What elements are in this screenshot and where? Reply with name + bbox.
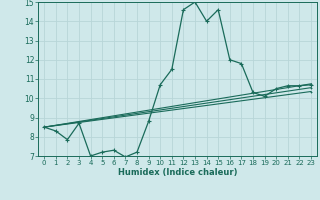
- X-axis label: Humidex (Indice chaleur): Humidex (Indice chaleur): [118, 168, 237, 177]
